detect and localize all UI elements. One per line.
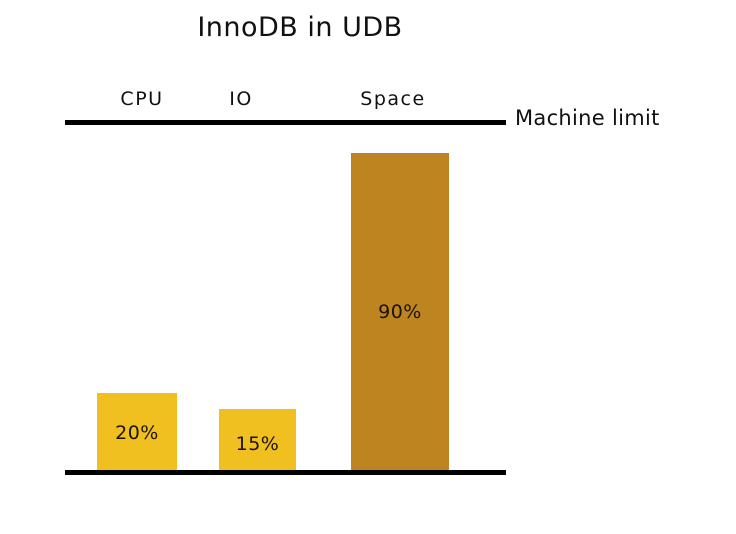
machine-limit-label: Machine limit [515,106,660,130]
chart-title: InnoDB in UDB [197,12,403,43]
bar-io: 15% [219,409,296,472]
baseline [65,470,506,475]
bar-value-label: 90% [378,301,422,323]
bar-value-label: 15% [235,432,280,455]
bar-value-label: 20% [115,421,159,444]
bar-cpu: 20% [97,393,177,472]
category-label-io: IO [229,88,253,110]
bar-space: 90% [351,153,449,472]
machine-limit-line [65,120,506,125]
category-label-space: Space [360,88,426,110]
category-label-cpu: CPU [120,88,164,110]
